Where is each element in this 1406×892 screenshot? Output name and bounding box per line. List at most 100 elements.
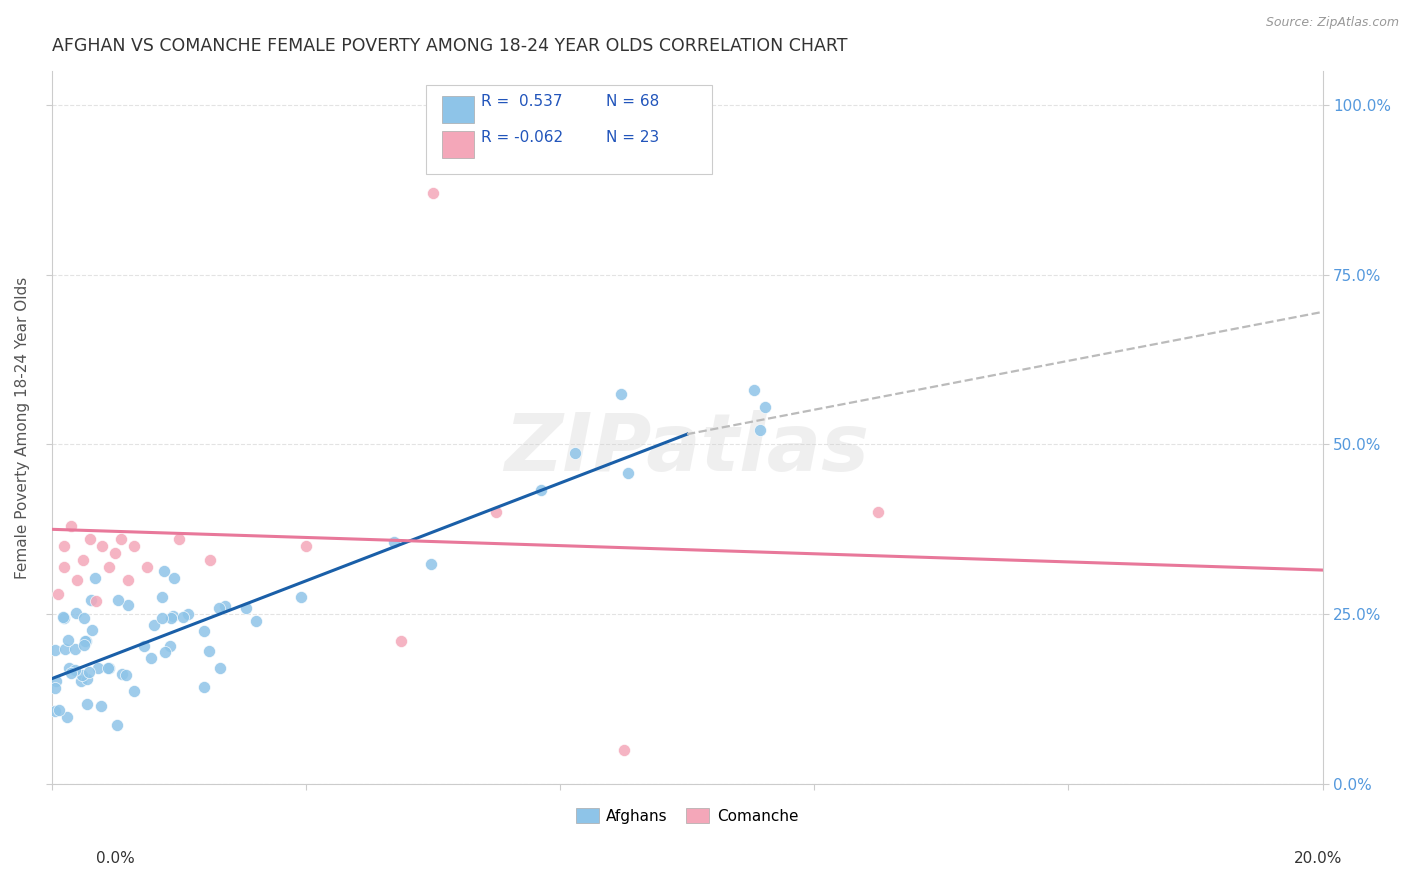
- Text: R =  0.537: R = 0.537: [481, 94, 562, 109]
- Point: [200, 553, 222, 567]
- Text: ZIPatlas: ZIPatlas: [505, 409, 869, 488]
- Point: [172, 610, 194, 624]
- Point: [294, 539, 316, 553]
- Point: [44, 681, 66, 695]
- Point: [162, 609, 184, 624]
- Point: [72, 638, 94, 652]
- Text: 0.0%: 0.0%: [96, 851, 135, 865]
- Point: [56, 632, 79, 647]
- Point: [48, 703, 70, 717]
- Point: [564, 446, 586, 460]
- Point: [115, 668, 138, 682]
- Point: [52, 611, 75, 625]
- Point: [77, 665, 100, 679]
- Point: [612, 743, 634, 757]
- FancyBboxPatch shape: [426, 85, 713, 174]
- Point: [132, 639, 155, 653]
- Text: AFGHAN VS COMANCHE FEMALE POVERTY AMONG 18-24 YEAR OLDS CORRELATION CHART: AFGHAN VS COMANCHE FEMALE POVERTY AMONG …: [52, 37, 846, 55]
- Point: [97, 661, 120, 675]
- Point: [84, 593, 107, 607]
- Point: [107, 593, 129, 607]
- Point: [91, 539, 114, 553]
- Point: [610, 387, 633, 401]
- Point: [63, 663, 86, 677]
- Point: [197, 643, 219, 657]
- Point: [72, 611, 94, 625]
- Point: [235, 600, 257, 615]
- Point: [139, 651, 162, 665]
- Y-axis label: Female Poverty Among 18-24 Year Olds: Female Poverty Among 18-24 Year Olds: [15, 277, 30, 579]
- Text: Source: ZipAtlas.com: Source: ZipAtlas.com: [1265, 16, 1399, 29]
- Legend: Afghans, Comanche: Afghans, Comanche: [569, 802, 804, 830]
- Point: [66, 574, 89, 588]
- Point: [44, 643, 66, 657]
- Point: [72, 553, 94, 567]
- Point: [290, 591, 312, 605]
- Point: [117, 574, 139, 588]
- Point: [160, 611, 183, 625]
- Point: [485, 505, 508, 519]
- Point: [75, 633, 97, 648]
- Point: [70, 674, 93, 689]
- Point: [52, 610, 75, 624]
- Point: [117, 598, 139, 612]
- Text: N = 23: N = 23: [606, 129, 659, 145]
- Point: [214, 599, 236, 614]
- Point: [176, 607, 198, 621]
- Point: [748, 424, 770, 438]
- Point: [59, 666, 82, 681]
- Point: [83, 571, 105, 585]
- Point: [76, 698, 98, 712]
- Point: [56, 710, 79, 724]
- Point: [135, 559, 157, 574]
- Point: [90, 698, 112, 713]
- Point: [245, 615, 267, 629]
- Point: [63, 642, 86, 657]
- Point: [422, 186, 444, 200]
- Point: [209, 661, 232, 675]
- Point: [754, 401, 776, 415]
- Point: [124, 684, 146, 698]
- Point: [46, 587, 69, 601]
- FancyBboxPatch shape: [441, 95, 474, 123]
- Point: [163, 571, 186, 585]
- Point: [420, 558, 443, 572]
- Point: [150, 611, 173, 625]
- Point: [142, 618, 165, 632]
- Point: [80, 593, 103, 607]
- Text: 20.0%: 20.0%: [1295, 851, 1343, 865]
- Point: [79, 533, 101, 547]
- Point: [59, 519, 82, 533]
- Point: [104, 546, 127, 560]
- Point: [45, 673, 67, 688]
- Point: [153, 645, 176, 659]
- Point: [152, 590, 174, 604]
- Point: [58, 661, 80, 675]
- Point: [159, 639, 181, 653]
- Point: [73, 633, 96, 648]
- Point: [207, 600, 229, 615]
- Point: [193, 680, 215, 694]
- Point: [65, 607, 87, 621]
- Point: [617, 466, 640, 480]
- Point: [111, 666, 134, 681]
- Point: [53, 539, 76, 553]
- Point: [122, 539, 145, 553]
- FancyBboxPatch shape: [441, 131, 474, 159]
- Point: [529, 483, 551, 497]
- Text: N = 68: N = 68: [606, 94, 659, 109]
- Point: [80, 623, 103, 637]
- Point: [44, 704, 66, 718]
- Point: [53, 559, 76, 574]
- Point: [110, 533, 132, 547]
- Point: [87, 661, 110, 675]
- Point: [153, 565, 176, 579]
- Point: [97, 559, 120, 574]
- Point: [744, 383, 766, 397]
- Point: [98, 661, 121, 675]
- Point: [193, 624, 215, 638]
- Point: [866, 505, 889, 519]
- Point: [167, 533, 190, 547]
- Point: [105, 718, 128, 732]
- Text: R = -0.062: R = -0.062: [481, 129, 564, 145]
